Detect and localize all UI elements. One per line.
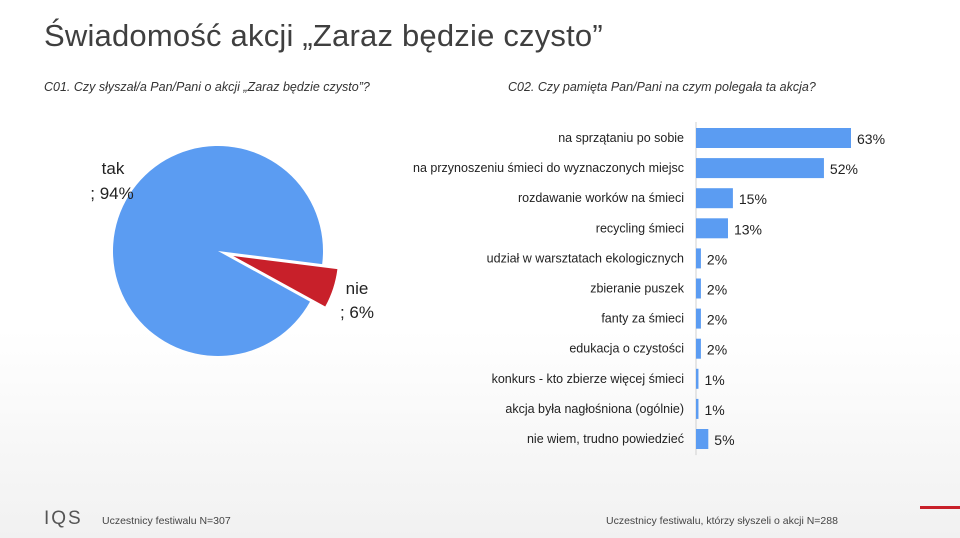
bar-value-label: 15% xyxy=(739,191,767,207)
bar-category-label: recycling śmieci xyxy=(596,221,684,235)
bar-category-label: fanty za śmieci xyxy=(601,312,684,326)
pie-label-tak: tak xyxy=(102,159,125,178)
pie-slice-nie xyxy=(233,255,338,307)
bar-7 xyxy=(696,308,701,329)
accent-line xyxy=(920,506,960,509)
bar-1 xyxy=(696,128,851,148)
bar-5 xyxy=(696,248,701,269)
bar-category-label: konkurs - kto zbierze więcej śmieci xyxy=(492,372,684,386)
bar-category-label: akcja była nagłośniona (ogólnie) xyxy=(505,402,684,416)
bar-category-label: nie wiem, trudno powiedzieć xyxy=(527,432,684,446)
bar-3 xyxy=(696,188,733,209)
bar-value-label: 2% xyxy=(707,251,727,267)
bar-11 xyxy=(696,429,709,449)
bar-category-label: rozdawanie worków na śmieci xyxy=(518,191,684,205)
pie-slice-tak xyxy=(113,145,324,356)
pie-chart: tak ; 94% nie ; 6% xyxy=(90,145,374,356)
bar-6 xyxy=(696,278,701,299)
bar-4 xyxy=(696,218,728,239)
footer-sample-left: Uczestnicy festiwalu N=307 xyxy=(102,515,231,527)
bar-category-label: na sprzątaniu po sobie xyxy=(558,131,684,145)
bar-value-label: 5% xyxy=(714,432,734,448)
pie-label-nie: nie xyxy=(346,279,369,298)
bar-category-label: na przynoszeniu śmieci do wyznaczonych m… xyxy=(413,161,684,175)
pie-value-tak: ; 94% xyxy=(90,184,133,203)
bar-category-label: zbieranie puszek xyxy=(590,282,685,296)
footer-sample-right: Uczestnicy festiwalu, którzy słyszeli o … xyxy=(606,515,838,527)
bar-value-label: 2% xyxy=(707,312,727,328)
bar-2 xyxy=(696,158,824,179)
pie-value-nie: ; 6% xyxy=(340,303,374,322)
iqs-logo: IQS xyxy=(44,508,83,529)
page-title: Świadomość akcji „Zaraz będzie czysto” xyxy=(44,18,603,53)
bar-value-label: 1% xyxy=(704,402,724,418)
bar-category-label: edukacja o czystości xyxy=(569,342,684,356)
bar-9 xyxy=(696,368,699,389)
bar-value-label: 52% xyxy=(830,161,858,177)
bar-value-label: 13% xyxy=(734,221,762,237)
bar-value-label: 1% xyxy=(704,372,724,388)
bar-chart: na sprzątaniu po sobie 63% na przynoszeniu… xyxy=(413,122,885,456)
bar-value-label: 2% xyxy=(707,282,727,298)
bar-10 xyxy=(696,398,699,419)
bar-value-label: 2% xyxy=(707,342,727,358)
question-c02: C02. Czy pamięta Pan/Pani na czym polega… xyxy=(508,80,816,94)
bar-category-label: udział w warsztatach ekologicznych xyxy=(487,251,684,265)
question-c01: C01. Czy słyszał/a Pan/Pani o akcji „Zar… xyxy=(44,80,370,94)
bar-value-label: 63% xyxy=(857,131,885,147)
bar-8 xyxy=(696,338,701,359)
